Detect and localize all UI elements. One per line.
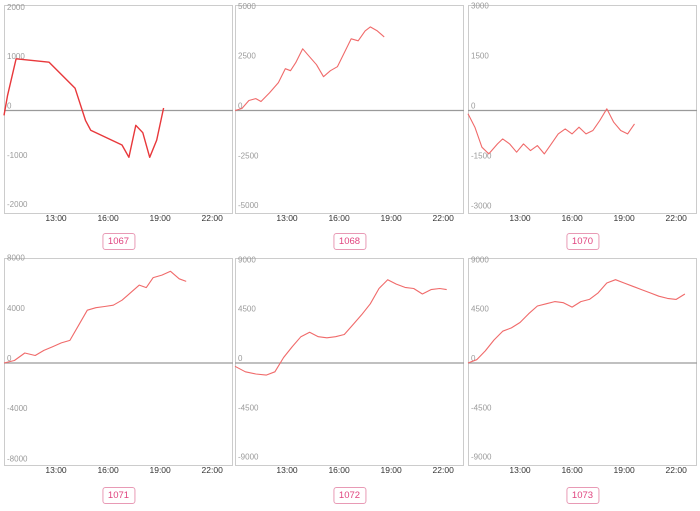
x-tick-label: 22:00	[666, 465, 688, 475]
series-line	[467, 108, 635, 155]
plot-frame	[4, 5, 233, 214]
y-tick-label: 1000	[7, 52, 25, 61]
x-tick-label: 22:00	[666, 213, 688, 223]
chart-id-badge[interactable]: 1073	[565, 487, 600, 504]
x-tick-label: 19:00	[613, 213, 635, 223]
y-tick-label: 0	[471, 354, 476, 363]
chart-id-badge[interactable]: 1072	[332, 487, 367, 504]
y-tick-label: -4500	[471, 403, 492, 412]
y-tick-label: 0	[471, 102, 476, 111]
y-tick-label: -4000	[7, 404, 28, 413]
x-tick-label: 22:00	[433, 213, 455, 223]
chart-panel-1070: 3000 1500 0 -1500 -3000 13:00 16:00 19:00 22:00	[467, 1, 697, 224]
chart-svg: 2000 1000 0 -1000 -2000 13:00 16:00 19:00 22:00	[3, 3, 233, 223]
x-tick-label: 16:00	[97, 465, 119, 475]
y-tick-label: -2500	[238, 151, 259, 160]
chart-id-badge[interactable]: 1068	[332, 233, 367, 250]
x-tick-label: 13:00	[45, 213, 67, 223]
y-tick-label: 0	[7, 354, 12, 363]
y-tick-label: 4500	[471, 305, 489, 314]
plot-frame	[468, 258, 697, 466]
y-tick-label: 4500	[238, 305, 256, 314]
x-tick-label: 19:00	[380, 465, 402, 475]
chart-svg: 5000 2500 0 -2500 -5000 13:00 16:00 19:00 22:00	[234, 2, 464, 223]
x-tick-label: 22:00	[433, 465, 455, 475]
y-tick-label: 8000	[7, 254, 25, 263]
y-tick-label: 0	[238, 102, 243, 111]
y-tick-label: 4000	[7, 304, 25, 313]
x-tick-label: 16:00	[328, 213, 350, 223]
x-tick-label: 22:00	[202, 465, 224, 475]
y-tick-label: 2000	[7, 3, 25, 12]
y-tick-label: 9000	[471, 255, 489, 264]
y-tick-label: -3000	[471, 202, 492, 211]
plot-frame	[235, 258, 464, 466]
chart-id-badge[interactable]: 1067	[101, 233, 136, 250]
chart-svg: 9000 4500 0 -4500 -9000 13:00 16:00 19:00 22:00	[234, 255, 464, 475]
x-tick-label: 19:00	[149, 465, 171, 475]
x-tick-label: 16:00	[561, 465, 583, 475]
x-tick-label: 16:00	[97, 213, 119, 223]
y-tick-label: 2500	[238, 52, 256, 61]
x-tick-label: 13:00	[276, 213, 298, 223]
plot-frame	[4, 258, 233, 466]
y-tick-label: -1500	[471, 152, 492, 161]
chart-id-badge[interactable]: 1071	[101, 487, 136, 504]
y-tick-label: -9000	[471, 453, 492, 462]
chart-svg: 8000 4000 0 -4000 -8000 13:00 16:00 19:00 22:00	[3, 254, 233, 475]
chart-svg: 3000 1500 0 -1500 -3000 13:00 16:00 19:00 22:00	[467, 1, 697, 223]
y-tick-label: 3000	[471, 1, 489, 10]
y-tick-label: 5000	[238, 2, 256, 11]
x-tick-label: 16:00	[328, 465, 350, 475]
y-tick-label: 0	[7, 102, 12, 111]
y-tick-label: -9000	[238, 453, 259, 462]
chart-svg: 9000 4500 0 -4500 -9000 13:00 16:00 19:00 22:00	[467, 255, 697, 475]
chart-panel-1071: 8000 4000 0 -4000 -8000 13:00 16:00 19:00 22:00	[3, 254, 233, 476]
series-line	[3, 270, 187, 364]
x-tick-label: 19:00	[380, 213, 402, 223]
series-line	[467, 279, 686, 364]
plot-frame	[468, 5, 697, 214]
y-tick-label: -8000	[7, 454, 28, 463]
x-tick-label: 16:00	[561, 213, 583, 223]
series-line	[234, 279, 447, 376]
plot-frame	[235, 5, 464, 214]
y-tick-label: -4500	[238, 403, 259, 412]
chart-panel-1072: 9000 4500 0 -4500 -9000 13:00 16:00 19:00 22:00	[234, 255, 464, 476]
x-tick-label: 22:00	[202, 213, 224, 223]
series-line	[234, 26, 385, 112]
chart-panel-1068: 5000 2500 0 -2500 -5000 13:00 16:00 19:00 22:00	[234, 2, 464, 224]
y-tick-label: 9000	[238, 255, 256, 264]
x-tick-label: 13:00	[45, 465, 67, 475]
y-tick-label: 0	[238, 354, 243, 363]
y-tick-label: -5000	[238, 201, 259, 210]
chart-panel-1067: 2000 1000 0 -1000 -2000 13:00 16:00 19:00 22:00	[3, 3, 233, 224]
chart-panel-1073: 9000 4500 0 -4500 -9000 13:00 16:00 19:00 22:00	[467, 255, 697, 476]
x-tick-label: 13:00	[509, 465, 531, 475]
y-tick-label: -1000	[7, 151, 28, 160]
x-tick-label: 19:00	[613, 465, 635, 475]
series-line	[3, 58, 165, 159]
x-tick-label: 19:00	[149, 213, 171, 223]
x-tick-label: 13:00	[509, 213, 531, 223]
y-tick-label: 1500	[471, 51, 489, 60]
x-tick-label: 13:00	[276, 465, 298, 475]
y-tick-label: -2000	[7, 200, 28, 209]
chart-id-badge[interactable]: 1070	[565, 233, 600, 250]
